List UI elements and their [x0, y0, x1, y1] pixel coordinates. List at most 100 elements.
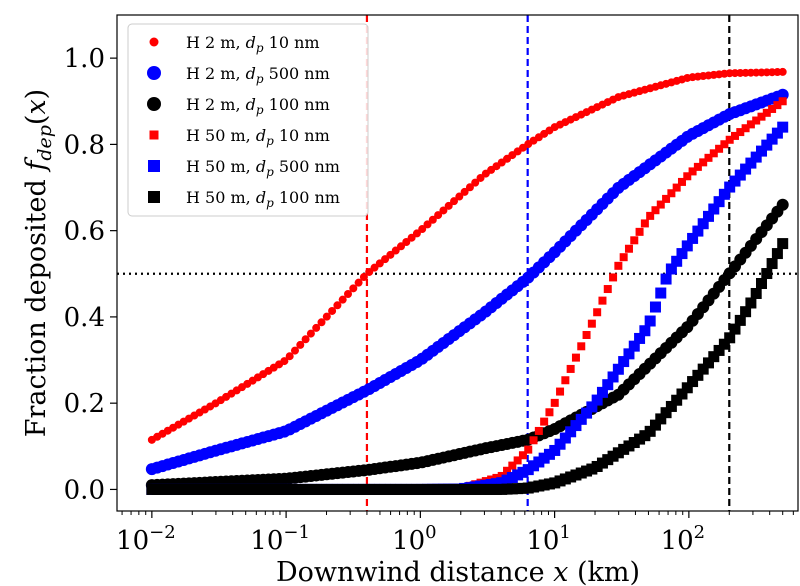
- series-4-point: [586, 401, 598, 413]
- series-3-point: [773, 101, 782, 110]
- series-3-point: [688, 167, 697, 176]
- series-4-point: [581, 407, 593, 419]
- plot-frame: [116, 14, 799, 512]
- y-tick-label: 1.0: [64, 44, 105, 74]
- series-3-point: [577, 342, 586, 351]
- series-5-point: [671, 394, 683, 406]
- series-5-point: [729, 323, 741, 335]
- legend-marker-5: [148, 191, 160, 203]
- series-0-point: [428, 215, 437, 224]
- series-5-point: [644, 425, 656, 437]
- series-0-point: [365, 267, 374, 276]
- series-3-point: [662, 194, 671, 203]
- series-4-point: [644, 315, 656, 327]
- series-4-point: [740, 163, 752, 175]
- series-3-point: [566, 364, 575, 373]
- series-3-point: [529, 436, 538, 445]
- series-3-point: [598, 296, 607, 305]
- series-5-point: [750, 287, 762, 299]
- series-3-point: [603, 285, 612, 294]
- series-3-point: [672, 183, 681, 192]
- series-4-point: [687, 232, 699, 244]
- series-3-point: [730, 131, 739, 140]
- series-4-point: [607, 371, 619, 383]
- series-4-point: [559, 432, 571, 444]
- series-4-point: [665, 263, 677, 275]
- series-5-point: [718, 338, 730, 350]
- series-layer: [145, 67, 789, 495]
- series-5-point: [697, 363, 709, 375]
- y-tick-label: 0.2: [64, 389, 105, 419]
- series-0-point: [434, 211, 443, 220]
- series-4-point: [671, 255, 683, 267]
- series-4-point: [734, 169, 746, 181]
- series-5-point: [777, 238, 789, 250]
- series-0-point: [412, 229, 421, 238]
- y-tick-label: 0.4: [64, 303, 105, 333]
- series-0-point: [460, 187, 469, 196]
- series-3-point: [503, 466, 512, 475]
- series-3-point: [524, 445, 533, 454]
- series-4-point: [718, 188, 730, 200]
- series-0-point: [290, 346, 299, 355]
- series-3-point: [651, 206, 660, 215]
- series-0-point: [455, 192, 464, 201]
- x-tick-label: 10−2: [116, 522, 176, 556]
- series-4-point: [702, 210, 714, 222]
- series-5-point: [755, 278, 767, 290]
- series-5: [146, 238, 789, 495]
- series-5-point: [702, 357, 714, 369]
- series-5-point: [771, 248, 783, 260]
- series-4-point: [554, 438, 566, 450]
- series-3-point: [624, 244, 633, 253]
- y-tick-label: 0.6: [64, 217, 105, 247]
- series-0-point: [397, 242, 406, 251]
- series-0-point: [407, 233, 416, 242]
- series-4-point: [634, 332, 646, 344]
- series-0-point: [418, 225, 427, 234]
- legend-marker-1: [147, 66, 161, 80]
- series-0-point: [301, 335, 310, 344]
- x-tick-label: 100: [392, 522, 437, 556]
- legend-marker-4: [148, 160, 160, 172]
- series-3-point: [593, 308, 602, 317]
- series-4-point: [708, 203, 720, 215]
- series-3-point: [550, 398, 559, 407]
- series-2-point: [776, 198, 789, 211]
- series-0-point: [296, 340, 305, 349]
- series-4-point: [771, 127, 783, 139]
- series-0-point: [280, 357, 289, 366]
- series-3-point: [715, 144, 724, 153]
- series-0-point: [370, 263, 379, 272]
- series-3-point: [534, 426, 543, 435]
- y-axis-label: Fraction deposited fdep(x): [21, 89, 56, 437]
- series-0-point: [333, 301, 342, 310]
- series-5-point: [687, 376, 699, 388]
- series-3-point: [741, 124, 750, 133]
- series-4-point: [649, 301, 661, 313]
- series-0-point: [359, 273, 368, 282]
- series-1: [145, 88, 789, 476]
- series-3-point: [630, 236, 639, 245]
- x-axis: 10−2 10−1 100 101 102: [116, 511, 794, 556]
- series-0-point: [338, 295, 347, 304]
- series-0-point: [354, 278, 363, 287]
- series-4-point: [681, 240, 693, 252]
- series-4-point: [697, 218, 709, 230]
- series-3-point: [619, 253, 628, 262]
- series-3-point: [582, 330, 591, 339]
- legend-label-5: H 50 m, dp 100 nm: [186, 188, 340, 210]
- series-3-point: [778, 97, 787, 106]
- series-4-point: [549, 444, 561, 456]
- series-0-point: [391, 246, 400, 255]
- series-5-point: [665, 400, 677, 412]
- series-4-point: [761, 139, 773, 151]
- series-4-point: [755, 145, 767, 157]
- series-5-point: [761, 268, 773, 280]
- series-3-point: [561, 376, 570, 385]
- legend-box: [127, 23, 369, 217]
- series-4-point: [750, 151, 762, 163]
- series-3-point: [736, 128, 745, 137]
- series-0-point: [349, 284, 358, 293]
- series-3-point: [709, 149, 718, 158]
